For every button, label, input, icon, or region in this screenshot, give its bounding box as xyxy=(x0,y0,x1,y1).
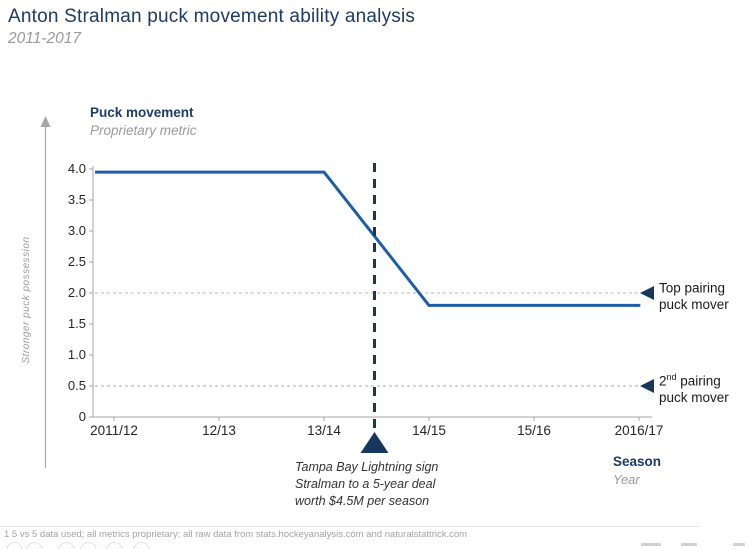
footnote-text: 1 5 vs 5 data used; all metrics propriet… xyxy=(4,529,468,540)
threshold-top-line2: puck mover xyxy=(659,297,729,312)
footer-fragment xyxy=(681,543,697,546)
footer-fragment xyxy=(641,543,661,546)
threshold-2nd-line2: puck mover xyxy=(659,390,729,405)
threshold-label-second-pairing: 2nd pairing puck mover xyxy=(659,369,748,407)
y-tick-label: 2.0 xyxy=(67,285,86,300)
event-annotation: Tampa Bay Lightning sign Stralman to a 5… xyxy=(295,459,438,510)
puck-movement-line xyxy=(95,170,641,307)
threshold-2nd-rest: pairing xyxy=(676,373,721,389)
reference-arrow-icon xyxy=(640,286,654,300)
annotation-line3: worth $4.5M per season xyxy=(295,494,430,508)
x-tick-label: 13/14 xyxy=(307,423,341,438)
page-subtitle: 2011-2017 xyxy=(8,30,81,47)
y-tick-label: 1.0 xyxy=(67,347,86,362)
y-tick-label: 1.5 xyxy=(67,316,86,331)
threshold-2nd-sup: nd xyxy=(666,372,677,382)
annotation-line2: Stralman to a 5-year deal xyxy=(295,477,436,491)
y-tick-label: 3.0 xyxy=(67,223,86,238)
footer-divider xyxy=(0,526,700,527)
y-tick-label: 3.5 xyxy=(67,192,86,207)
x-axis-subtitle: Year xyxy=(613,472,640,487)
reference-arrow-icon xyxy=(640,379,654,393)
x-axis-title: Season xyxy=(613,454,662,469)
possession-arrow-head-icon xyxy=(40,116,51,127)
x-tick-label: 2011/12 xyxy=(90,423,138,438)
page-title: Anton Stralman puck movement ability ana… xyxy=(8,6,416,27)
y-tick-label: 4.0 xyxy=(67,161,86,176)
y-tick-label: 2.5 xyxy=(67,254,86,269)
footer-fragment xyxy=(733,543,745,546)
x-tick-label: 15/16 xyxy=(517,423,551,438)
y-axis-subtitle: Proprietary metric xyxy=(90,123,197,138)
event-marker-icon xyxy=(360,432,389,453)
annotation-line1: Tampa Bay Lightning sign xyxy=(295,460,439,474)
x-tick-label: 12/13 xyxy=(202,423,236,438)
y-tick-label: 0 xyxy=(78,409,86,424)
threshold-2nd-text: 2 xyxy=(659,373,667,389)
x-tick-label: 2016/17 xyxy=(614,423,664,438)
y-tick-label: 0.5 xyxy=(67,378,86,393)
y-axis-title: Puck movement xyxy=(90,105,194,120)
threshold-label-top-pairing: Top pairing puck mover xyxy=(659,276,748,314)
threshold-top-text: Top pairing xyxy=(659,280,726,296)
x-tick-label: 14/15 xyxy=(412,423,446,438)
